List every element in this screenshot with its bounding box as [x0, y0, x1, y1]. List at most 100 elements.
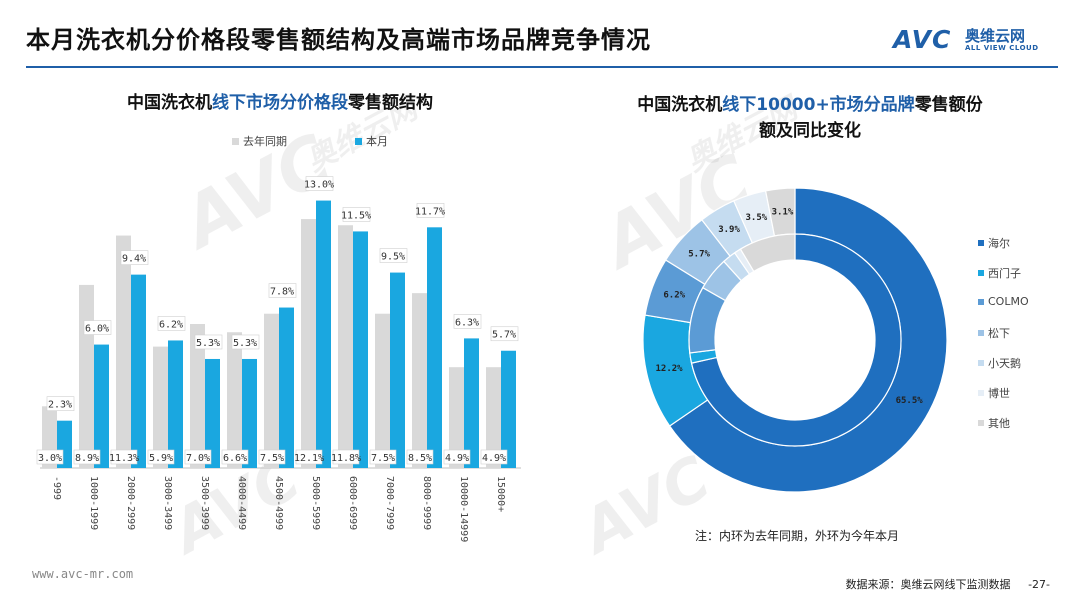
- data-label-last-year: 7.5%: [260, 453, 284, 464]
- data-label-last-year: 8.9%: [75, 453, 99, 464]
- legend-item-last-year: 去年同期: [232, 133, 287, 149]
- bar-last-year: [190, 324, 205, 468]
- x-tick-label: 15000+: [495, 476, 506, 512]
- donut-legend-label: 松下: [988, 327, 1010, 340]
- data-label-box: [406, 449, 434, 465]
- page-number: -27-: [1028, 578, 1050, 591]
- donut-data-label: 5.7%: [688, 250, 710, 260]
- data-label-box: [194, 334, 223, 350]
- legend-item-this-month: 本月: [355, 133, 388, 149]
- donut-data-label: 65.5%: [896, 396, 924, 406]
- bar-this-month: [501, 350, 516, 468]
- x-tick-label: 4000-4499: [236, 476, 247, 530]
- bar-this-month: [205, 358, 220, 468]
- data-label-box: [157, 316, 186, 331]
- data-label-box: [46, 396, 75, 411]
- legend-swatch: [978, 360, 984, 366]
- page-title: 本月洗衣机分价格段零售额结构及高端市场品牌竞争情况: [26, 26, 651, 54]
- bar-this-month: [427, 227, 442, 468]
- data-label-box: [490, 326, 519, 342]
- data-label-box: [258, 449, 286, 465]
- data-label-last-year: 7.5%: [371, 453, 395, 464]
- inner-ring-segment: [739, 233, 796, 273]
- donut-legend-label: COLMO: [988, 295, 1029, 308]
- data-label-box: [36, 449, 64, 465]
- bar-last-year: [338, 225, 353, 468]
- donut-chart-title: 中国洗衣机线下10000+市场分品牌零售额份 额及同比变化: [600, 92, 1020, 144]
- bar-last-year: [412, 293, 427, 468]
- donut-data-label: 3.5%: [745, 213, 767, 223]
- bar-title-part-highlight: 线下市场分价格段: [212, 93, 348, 113]
- donut-legend-item: 松下: [978, 325, 1010, 341]
- data-label-box: [73, 449, 101, 465]
- data-label-last-year: 7.0%: [186, 453, 210, 464]
- footer-source: 数据来源：奥维云网线下监测数据 -27-: [846, 576, 1050, 592]
- data-label-last-year: 11.8%: [331, 453, 361, 464]
- data-label-box: [120, 250, 149, 265]
- data-label-box: [295, 449, 323, 465]
- bar-this-month: [390, 272, 405, 468]
- data-label-this-month: 6.3%: [455, 317, 479, 328]
- bar-this-month: [131, 274, 146, 468]
- bar-last-year: [116, 235, 131, 468]
- legend-swatch: [978, 330, 984, 336]
- donut-note: 注：内环为去年同期，外环为今年本月: [695, 529, 900, 543]
- bar-last-year: [449, 367, 464, 468]
- x-tick-label: 3500-3999: [199, 476, 210, 530]
- legend-swatch: [978, 298, 984, 305]
- bar-last-year: [264, 313, 279, 468]
- data-label-box: [147, 449, 175, 465]
- x-tick-label: 1000-1999: [88, 476, 99, 530]
- x-tick-label: 4500-4999: [273, 476, 284, 530]
- legend-label: 本月: [366, 135, 388, 148]
- data-label-this-month: 6.2%: [159, 319, 183, 330]
- data-label-this-month: 11.7%: [415, 206, 445, 217]
- data-label-this-month: 13.0%: [304, 180, 334, 191]
- donut-legend-item: 海尔: [978, 235, 1010, 251]
- donut-title-part: 零售额份: [914, 95, 983, 115]
- logo-english-name: ALL VIEW CLOUD: [965, 44, 1039, 52]
- x-tick-label: -999: [51, 476, 62, 500]
- donut-title-line2: 额及同比变化: [759, 121, 861, 141]
- data-label-last-year: 11.3%: [109, 453, 139, 464]
- data-label-this-month: 5.3%: [196, 338, 220, 349]
- donut-legend-item: COLMO: [978, 295, 1029, 308]
- donut-legend-label: 海尔: [988, 237, 1010, 250]
- bar-last-year: [227, 332, 242, 468]
- data-label-box: [480, 449, 508, 465]
- donut-title-part: 中国洗衣机: [637, 95, 723, 115]
- data-label-box: [110, 449, 138, 465]
- donut-legend-item: 西门子: [978, 265, 1021, 281]
- x-tick-label: 2000-2999: [125, 476, 136, 530]
- legend-label: 去年同期: [243, 135, 287, 148]
- bar-this-month: [353, 231, 368, 468]
- data-label-this-month: 2.3%: [48, 400, 72, 411]
- donut-data-label: 12.2%: [656, 364, 684, 374]
- data-label-box: [379, 248, 408, 263]
- legend-swatch: [355, 137, 362, 145]
- data-label-last-year: 5.9%: [149, 453, 173, 464]
- logo-wordmark: AVC: [893, 25, 952, 54]
- bar-chart: 3.0% 2.3% -999 8.9% 6.0% 1000-1999 11.3% 9.4% 20…: [36, 176, 521, 542]
- bar-this-month: [316, 200, 331, 469]
- bar-last-year: [153, 346, 168, 468]
- donut-legend-label: 西门子: [988, 267, 1021, 280]
- bar-this-month: [464, 338, 479, 468]
- donut-data-label: 3.1%: [772, 208, 794, 218]
- donut-legend-label: 其他: [988, 417, 1010, 430]
- donut-legend-item: 其他: [978, 415, 1010, 431]
- bar-last-year: [375, 313, 390, 468]
- data-label-this-month: 9.4%: [122, 254, 146, 265]
- bar-this-month: [279, 307, 294, 468]
- data-label-last-year: 4.9%: [445, 453, 469, 464]
- bar-title-part: 零售额结构: [348, 93, 433, 113]
- data-label-last-year: 12.1%: [294, 453, 324, 464]
- data-label-this-month: 11.5%: [341, 210, 371, 221]
- data-label-box: [332, 449, 360, 465]
- legend-swatch: [978, 390, 984, 396]
- data-label-last-year: 8.5%: [408, 453, 432, 464]
- donut-legend-label: 小天鹅: [988, 357, 1021, 370]
- donut-chart: 65.5% 12.2% 6.2% 5.7% 3.9% 3.5% 3.1%: [642, 187, 948, 493]
- x-tick-label: 5000-5999: [310, 476, 321, 530]
- header-divider: [26, 66, 1058, 68]
